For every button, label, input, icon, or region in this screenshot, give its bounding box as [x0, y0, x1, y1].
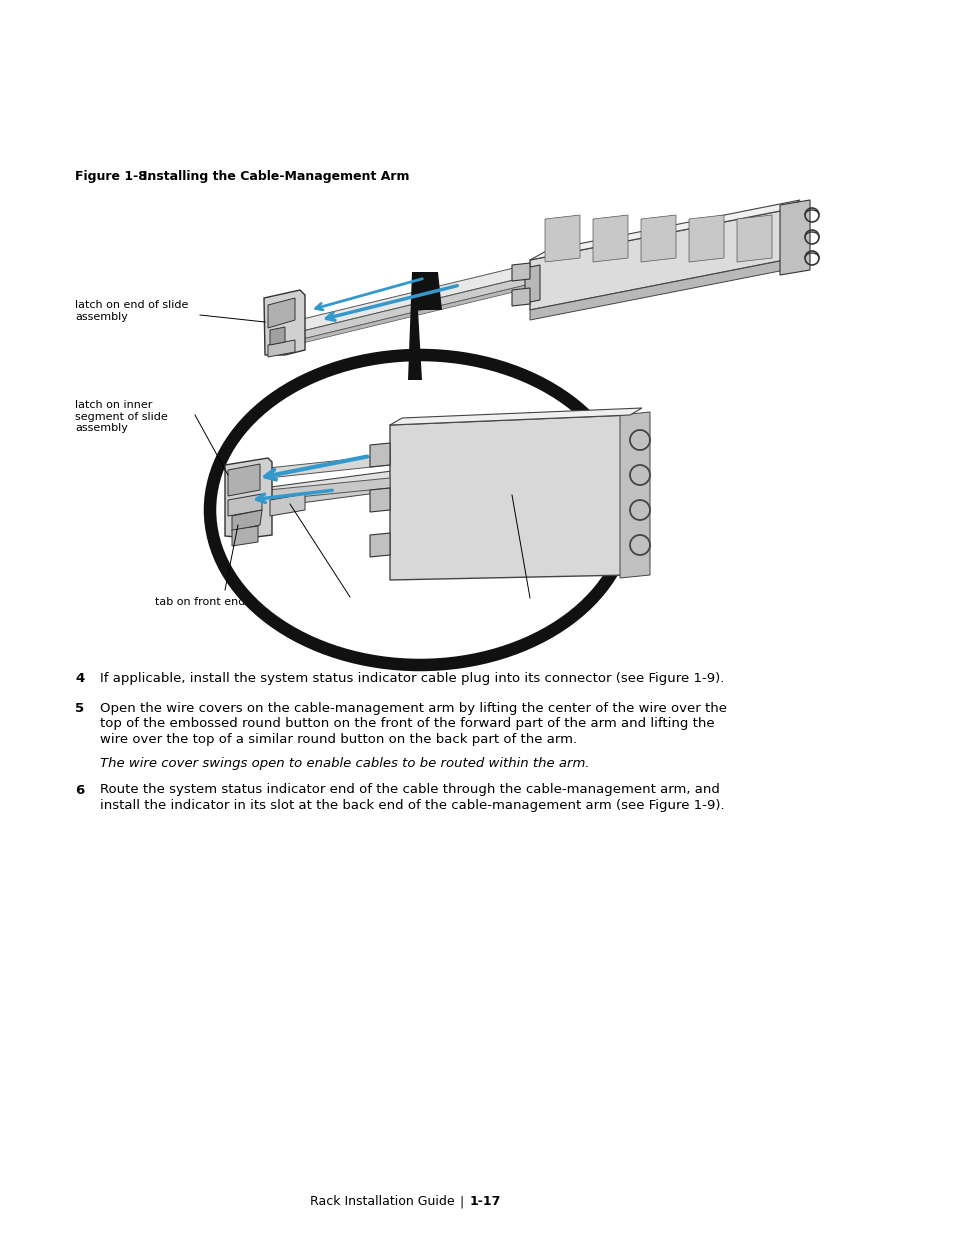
Polygon shape	[225, 458, 272, 538]
Polygon shape	[248, 471, 490, 510]
Text: Installing the Cable-Management Arm: Installing the Cable-Management Arm	[143, 170, 409, 183]
Polygon shape	[270, 327, 285, 345]
Polygon shape	[248, 458, 490, 501]
Ellipse shape	[210, 354, 629, 664]
Text: 5: 5	[75, 701, 84, 715]
Polygon shape	[277, 258, 555, 337]
Polygon shape	[268, 298, 294, 329]
Polygon shape	[390, 408, 641, 425]
Polygon shape	[270, 494, 305, 516]
Text: 6: 6	[75, 783, 84, 797]
Polygon shape	[530, 200, 800, 261]
Text: top of the embossed round button on the front of the forward part of the arm and: top of the embossed round button on the …	[100, 718, 714, 730]
Text: install the indicator in its slot at the back end of the cable-management arm (s: install the indicator in its slot at the…	[100, 799, 724, 811]
Polygon shape	[232, 510, 262, 531]
Polygon shape	[268, 340, 294, 357]
Text: tab on front end: tab on front end	[154, 597, 245, 606]
Text: Rack Installation Guide: Rack Installation Guide	[310, 1195, 455, 1208]
Polygon shape	[370, 488, 390, 513]
Text: Route the system status indicator end of the cable through the cable-management : Route the system status indicator end of…	[100, 783, 720, 797]
Text: latch on inner
segment of slide
assembly: latch on inner segment of slide assembly	[75, 400, 168, 433]
Text: tab on back end: tab on back end	[280, 604, 370, 614]
Text: Open the wire covers on the cable-management arm by lifting the center of the wi: Open the wire covers on the cable-manage…	[100, 701, 726, 715]
Text: 1-17: 1-17	[470, 1195, 501, 1208]
Polygon shape	[544, 215, 579, 262]
Polygon shape	[530, 210, 784, 310]
Polygon shape	[401, 272, 441, 380]
Text: latch on end of slide
assembly: latch on end of slide assembly	[75, 300, 188, 321]
Polygon shape	[780, 200, 809, 275]
Text: Figure 1-8.: Figure 1-8.	[75, 170, 152, 183]
Text: wire over the top of a similar round button on the back part of the arm.: wire over the top of a similar round but…	[100, 734, 577, 746]
Polygon shape	[228, 494, 262, 516]
Polygon shape	[277, 278, 555, 350]
Polygon shape	[524, 266, 539, 303]
Polygon shape	[737, 215, 771, 262]
Polygon shape	[593, 215, 627, 262]
Text: If applicable, install the system status indicator cable plug into its connector: If applicable, install the system status…	[100, 672, 723, 685]
Polygon shape	[370, 534, 390, 557]
Text: The wire cover swings open to enable cables to be routed within the arm.: The wire cover swings open to enable cab…	[100, 757, 589, 769]
Text: cable-management arm: cable-management arm	[435, 605, 569, 615]
Polygon shape	[370, 443, 390, 467]
Polygon shape	[390, 415, 629, 580]
Polygon shape	[264, 290, 305, 354]
Polygon shape	[512, 288, 530, 306]
Polygon shape	[530, 261, 784, 320]
Text: 4: 4	[75, 672, 84, 685]
Polygon shape	[512, 263, 530, 282]
Polygon shape	[228, 464, 260, 496]
Polygon shape	[640, 215, 676, 262]
Text: |: |	[459, 1195, 464, 1208]
Polygon shape	[232, 526, 257, 546]
Polygon shape	[268, 454, 390, 478]
Polygon shape	[277, 270, 555, 345]
Polygon shape	[619, 412, 649, 578]
Polygon shape	[688, 215, 723, 262]
Polygon shape	[268, 478, 390, 500]
